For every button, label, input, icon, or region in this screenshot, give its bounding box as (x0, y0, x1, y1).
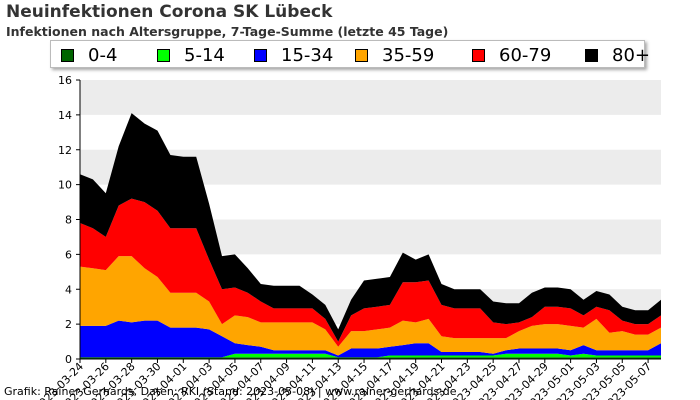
legend-item-35-59: 35-59 (355, 44, 435, 66)
legend-swatch (157, 48, 170, 62)
legend-label: 5-14 (184, 44, 225, 66)
legend-swatch (355, 48, 368, 62)
legend-swatch (585, 48, 598, 62)
series-area-35-59 (80, 256, 661, 356)
legend-label: 80+ (612, 44, 650, 66)
series-area-5-14 (80, 353, 661, 358)
legend-item-60-79: 60-79 (472, 44, 552, 66)
legend-swatch (61, 48, 74, 62)
legend-item-15-34: 15-34 (254, 44, 334, 66)
legend-label: 60-79 (499, 44, 552, 66)
legend-item-5-14: 5-14 (157, 44, 225, 66)
legend-label: 15-34 (281, 44, 334, 66)
y-tick-label: 12 (58, 144, 72, 157)
y-tick-label: 2 (65, 318, 72, 331)
source-credit: Grafik: Rainer Gerhards, Daten: RKI (Sta… (4, 385, 457, 398)
series-area-15-34 (80, 320, 661, 358)
grid-band (80, 80, 661, 115)
chart-title: Neuinfektionen Corona SK Lübeck (6, 2, 333, 22)
legend-swatch (254, 48, 267, 62)
legend-label: 35-59 (382, 44, 435, 66)
series-area-60-79 (80, 198, 661, 347)
legend-item-0-4: 0-4 (61, 44, 118, 66)
y-tick-label: 6 (65, 248, 72, 261)
legend-label: 0-4 (88, 44, 118, 66)
y-tick-label: 0 (65, 353, 72, 366)
y-tick-label: 14 (58, 109, 72, 122)
series-area-80+ (80, 113, 661, 342)
chart-legend: 0-4 5-14 15-34 35-59 60-79 80+ (50, 40, 650, 68)
y-tick-label: 8 (65, 214, 72, 227)
legend-item-80+: 80+ (585, 44, 650, 66)
y-tick-label: 16 (58, 74, 72, 87)
y-tick-label: 10 (58, 179, 72, 192)
y-tick-label: 4 (65, 283, 72, 296)
legend-swatch (472, 48, 485, 62)
chart-subtitle: Infektionen nach Altersgruppe, 7-Tage-Su… (6, 24, 449, 39)
